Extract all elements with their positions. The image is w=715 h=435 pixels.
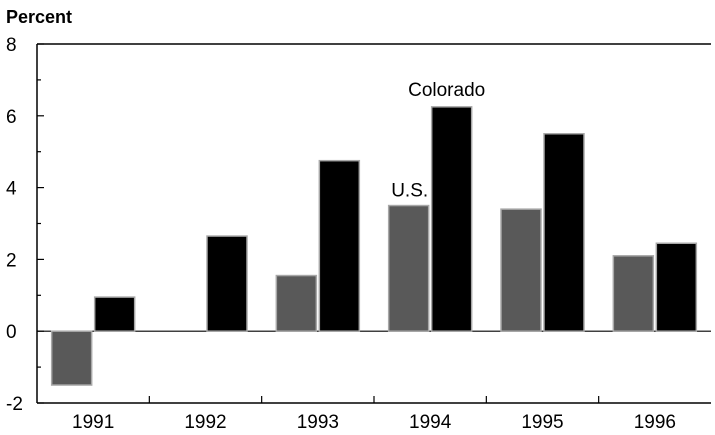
y-tick-label: 8 bbox=[6, 35, 17, 56]
plot-area: -2 0 2 4 6 8 1991 1992 1993 1994 1995 1996 bbox=[6, 35, 711, 433]
bar-colorado-1994 bbox=[430, 106, 473, 332]
bar-us-1991 bbox=[50, 330, 93, 386]
y-tick-label: -2 bbox=[6, 394, 23, 415]
y-axis-title: Percent bbox=[6, 7, 72, 27]
bar-colorado-1993 bbox=[318, 159, 361, 332]
bar-colorado-1995 bbox=[543, 133, 585, 332]
x-tick-label: 1996 bbox=[634, 412, 676, 433]
bar-us-1995 bbox=[500, 208, 542, 332]
x-tick-label: 1995 bbox=[521, 412, 563, 433]
y-tick-label: 6 bbox=[6, 107, 17, 128]
bar-colorado-1991 bbox=[93, 296, 136, 332]
x-tick-label: 1992 bbox=[184, 412, 226, 433]
x-tick-label: 1993 bbox=[297, 412, 339, 433]
y-tick-label: 0 bbox=[6, 322, 17, 343]
series-label-us: U.S. bbox=[391, 181, 428, 202]
bar-colorado-1992 bbox=[206, 235, 248, 332]
x-tick-label: 1991 bbox=[72, 412, 114, 433]
series-label-colorado: Colorado bbox=[408, 80, 485, 101]
bar-us-1994 bbox=[387, 204, 430, 332]
x-tick-label: 1994 bbox=[409, 412, 452, 433]
y-tick-label: 2 bbox=[6, 250, 17, 271]
bar-us-1996 bbox=[612, 255, 655, 332]
bar-us-1993 bbox=[275, 274, 318, 332]
y-tick-label: 4 bbox=[6, 179, 17, 200]
bar-colorado-1996 bbox=[655, 242, 698, 332]
